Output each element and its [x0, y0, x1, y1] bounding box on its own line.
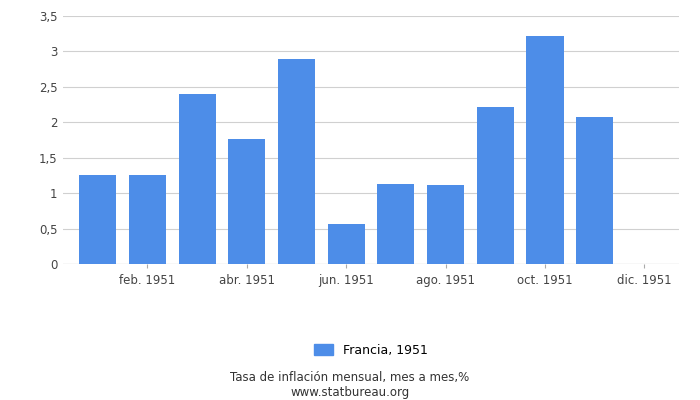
- Legend: Francia, 1951: Francia, 1951: [309, 339, 433, 362]
- Text: www.statbureau.org: www.statbureau.org: [290, 386, 410, 399]
- Bar: [79, 175, 116, 264]
- Text: Tasa de inflación mensual, mes a mes,%: Tasa de inflación mensual, mes a mes,%: [230, 372, 470, 384]
- Bar: [377, 184, 414, 264]
- Bar: [278, 58, 315, 264]
- Bar: [477, 108, 514, 264]
- Bar: [129, 176, 166, 264]
- Bar: [576, 117, 613, 264]
- Bar: [228, 138, 265, 264]
- Bar: [427, 185, 464, 264]
- Bar: [328, 224, 365, 264]
- Bar: [526, 36, 564, 264]
- Bar: [178, 94, 216, 264]
